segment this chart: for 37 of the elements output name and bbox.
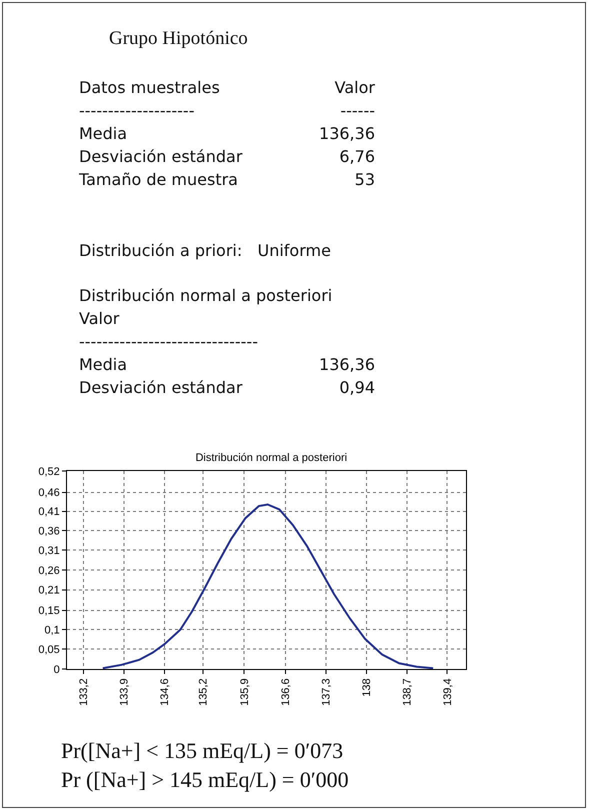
- y-tick-label: 0,41: [38, 506, 60, 518]
- x-tick-label: 137,3: [320, 678, 333, 706]
- y-tick-label: 0,31: [38, 545, 60, 558]
- x-tick-label: 135,2: [198, 678, 210, 706]
- x-tick-label: 133,9: [118, 678, 130, 706]
- chart-title: Distribución normal a posteriori: [195, 452, 348, 464]
- x-tick-label: 138: [360, 678, 373, 697]
- x-tick-label: 134,6: [158, 678, 171, 706]
- y-tick-label: 0,26: [38, 564, 60, 577]
- y-tick-label: 0,52: [38, 466, 60, 478]
- text: -------------------- ------: [79, 101, 375, 120]
- y-tick-label: 0,36: [38, 525, 60, 538]
- y-tick-label: 0,1: [44, 624, 60, 636]
- y-tick-label: 0,21: [38, 584, 60, 597]
- text: Media 136,36: [79, 124, 375, 143]
- y-tick-label: 0,15: [38, 605, 60, 618]
- text: Media 136,36: [79, 355, 375, 374]
- text: Datos muestrales Valor: [79, 78, 375, 97]
- x-tick-label: 138,7: [401, 678, 414, 706]
- text: Grupo Hipotónico: [109, 27, 248, 50]
- text: Pr ([Na+] > 145 mEq/L) = 0′000: [61, 766, 349, 794]
- x-tick-label: 136,6: [280, 678, 292, 706]
- x-tick-label: 133,2: [78, 678, 90, 706]
- x-tick-label: 139,4: [442, 678, 454, 706]
- y-tick-label: 0,05: [38, 644, 60, 656]
- text: Desviación estándar 0,94: [79, 378, 375, 397]
- text: Pr([Na+] < 135 mEq/L) = 0′073: [61, 737, 344, 765]
- text: -------------------------------: [79, 331, 258, 353]
- text: Distribución normal a posteriori: [79, 285, 332, 307]
- y-tick-label: 0,46: [38, 487, 60, 500]
- text: Desviación estándar 6,76: [79, 147, 375, 166]
- text: Distribución a priori: Uniforme: [79, 240, 331, 262]
- y-tick-label: 0: [54, 664, 60, 676]
- line-series: [102, 504, 434, 669]
- text: Tamaño de muestra 53: [79, 170, 375, 189]
- text: Valor: [79, 308, 120, 330]
- x-tick-label: 135,9: [238, 678, 251, 706]
